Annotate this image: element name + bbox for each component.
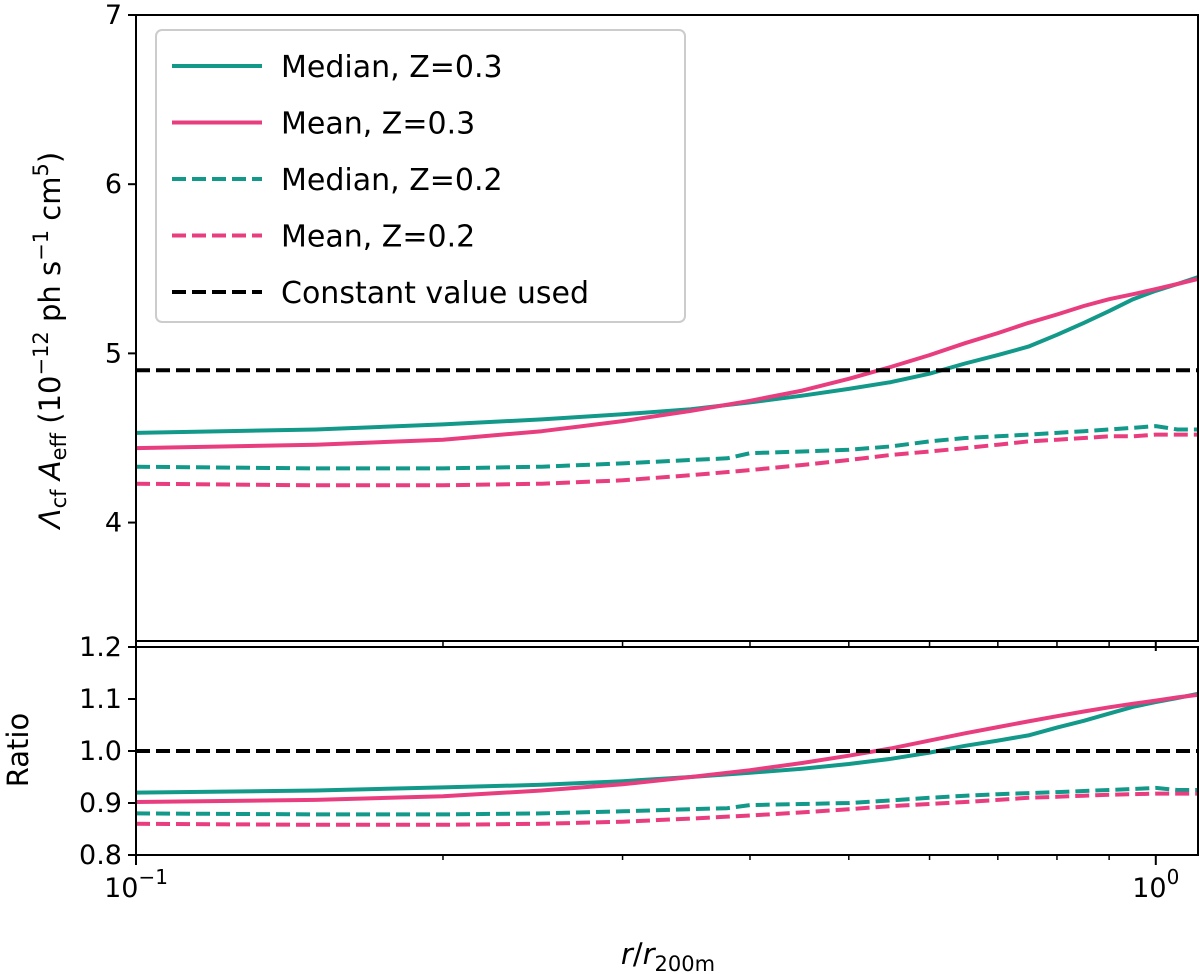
ratio-y-tick-label: 1.1 [79,684,122,715]
ratio-series-2 [136,785,1198,817]
y-label-a-sub: eff [47,432,71,460]
y-label-a: A [33,460,67,482]
ratio-y-tick-label: 0.9 [79,788,122,819]
main-y-tick-label: 6 [105,169,122,200]
ratio-series-3 [136,791,1198,827]
x-tick-label: 10−1 [104,865,168,904]
ratio-y-tick-label: 0.8 [79,840,122,871]
x-label-r: r [621,937,635,971]
x-label-sub: 200m [655,952,716,974]
main-y-ticks: 4 5 6 7 [105,0,136,539]
main-y-label: Λcf Aeff (10−12 ph s−1 cm5) [29,152,71,530]
y-label-exp1: −12 [29,331,53,375]
ratio-panel: 0.80.91.01.11.2 10−1 100 Ratio r/r200m [1,632,1199,974]
x-label-r2: r [643,937,657,971]
ratio-lines [136,691,1198,827]
legend-items: Median, Z=0.3 Mean, Z=0.3 Median, Z=0.2 Mea… [172,50,589,311]
ratio-y-ticks: 0.8 0.9 1.0 1.1 1.2 [79,632,136,871]
main-lines [136,275,1198,488]
y-label-exp2: −1 [29,230,53,261]
y-label-lambda: Λ [33,508,67,530]
legend: Median, Z=0.3 Mean, Z=0.3 Median, Z=0.2 Mea… [155,29,686,323]
main-series-mean-z-0-3 [136,276,1198,451]
y-label-units-mid: ph s [33,261,67,322]
x-tick-label: 100 [1132,865,1179,904]
ratio-frame [135,646,1199,856]
legend-label-mean-z-0-2: Mean, Z=0.2 [281,220,475,255]
ratio-y-tick-label: 1.2 [79,632,122,663]
main-y-tick-label: 5 [105,338,122,369]
y-label-units-pre: (10 [33,376,67,424]
main-y-tick-label: 7 [105,0,122,31]
x-label-slash: / [633,937,643,971]
y-label-units-post: ) [33,152,67,163]
legend-box [155,29,686,323]
x-axis-label: r/r200m [621,937,715,974]
main-y-tick-label: 4 [105,508,122,539]
ratio-y-tick-label: 1.0 [79,736,122,767]
main-series-median-z-0-3 [136,275,1198,435]
ratio-series-1 [136,692,1198,804]
ratio-y-label: Ratio [1,713,35,787]
main-series-median-z-0-2 [136,424,1198,471]
legend-label-constant-value-used: Constant value used [281,276,589,311]
main-series-mean-z-0-2 [136,432,1198,488]
y-label-units-mid2: cm [33,176,67,220]
legend-label-median-z-0-2: Median, Z=0.2 [281,163,503,198]
y-label-lambda-sub: cf [47,489,71,509]
ratio-x-ticks: 10−1 100 [104,855,1179,904]
legend-label-mean-z-0-3: Mean, Z=0.3 [281,107,475,142]
legend-label-median-z-0-3: Median, Z=0.3 [281,50,503,85]
main-frame [135,14,1199,642]
y-label-exp3: 5 [29,163,53,176]
